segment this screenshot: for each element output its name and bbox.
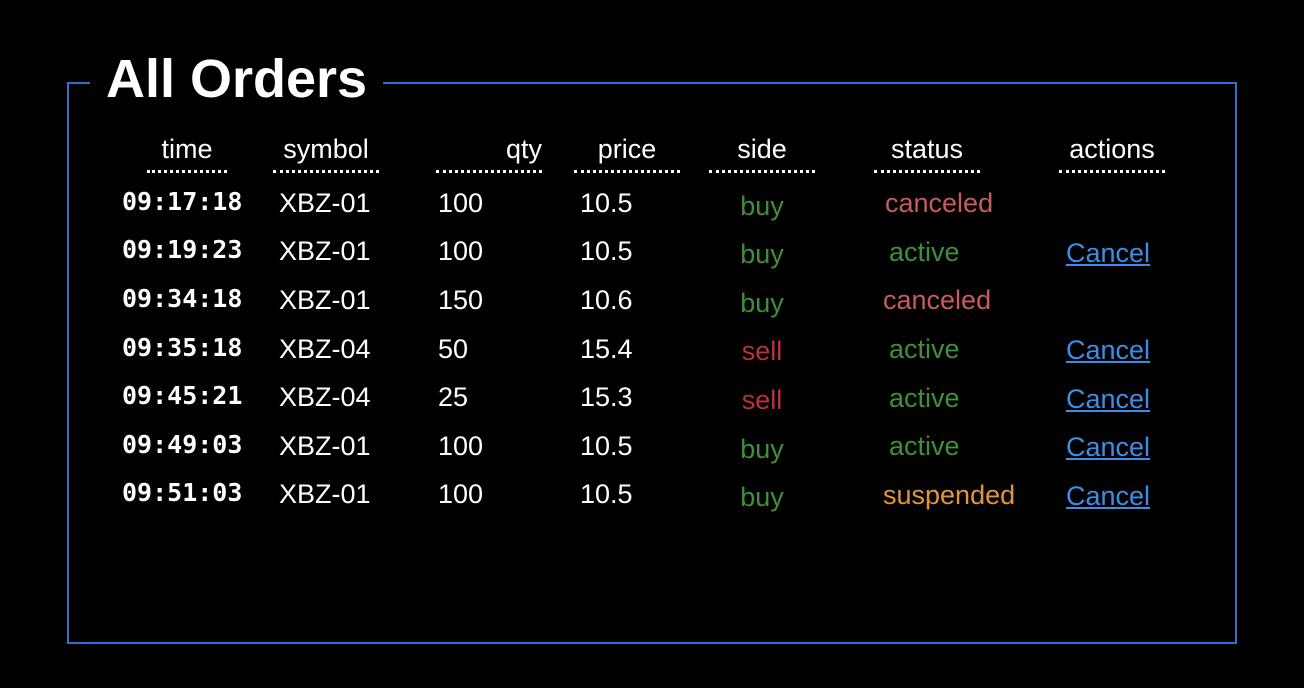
cell-price: 10.5 — [580, 431, 633, 461]
cell-symbol: XBZ-01 — [279, 431, 371, 461]
column-header-qty: qty — [436, 130, 542, 173]
cell-symbol: XBZ-01 — [279, 479, 371, 509]
cancel-order-link[interactable]: Cancel — [1066, 481, 1151, 511]
column-header-symbol: symbol — [273, 130, 379, 173]
cell-status: active — [889, 237, 960, 267]
cell-symbol: XBZ-04 — [279, 382, 371, 412]
cell-time: 09:34:18 — [122, 284, 243, 313]
cell-time: 09:45:21 — [122, 381, 243, 410]
cell-time: 09:17:18 — [122, 187, 243, 216]
cell-time: 09:49:03 — [122, 430, 243, 459]
cell-status: active — [889, 334, 960, 364]
cell-status: suspended — [883, 480, 1016, 510]
cell-symbol: XBZ-01 — [279, 285, 371, 315]
cell-price: 10.5 — [580, 236, 633, 266]
cell-qty: 100 — [438, 236, 484, 266]
cell-side: buy — [740, 482, 784, 512]
cell-symbol: XBZ-01 — [279, 236, 371, 266]
column-header-status: status — [874, 130, 980, 173]
cell-price: 15.3 — [580, 382, 633, 412]
cell-qty: 100 — [438, 188, 484, 218]
cell-time: 09:51:03 — [122, 478, 243, 507]
cell-status: canceled — [883, 285, 992, 315]
column-header-side: side — [709, 130, 815, 173]
column-header-time: time — [147, 130, 227, 173]
cell-status: canceled — [885, 188, 994, 218]
cancel-order-link[interactable]: Cancel — [1066, 432, 1151, 462]
cell-qty: 25 — [438, 382, 469, 412]
column-header-actions: actions — [1059, 130, 1165, 173]
cell-time: 09:19:23 — [122, 235, 243, 264]
cell-price: 10.5 — [580, 479, 633, 509]
panel-title: All Orders — [90, 44, 384, 114]
cell-symbol: XBZ-01 — [279, 188, 371, 218]
cell-side: buy — [740, 434, 784, 464]
cell-side: buy — [740, 288, 784, 318]
orders-panel — [67, 82, 1237, 644]
column-header-price: price — [574, 130, 680, 173]
cell-qty: 150 — [438, 285, 484, 315]
cell-status: active — [889, 383, 960, 413]
cancel-order-link[interactable]: Cancel — [1066, 335, 1151, 365]
cell-side: buy — [740, 239, 784, 269]
cell-qty: 100 — [438, 479, 484, 509]
cell-side: buy — [740, 191, 784, 221]
cell-side: sell — [741, 385, 783, 415]
cancel-order-link[interactable]: Cancel — [1066, 384, 1151, 414]
cell-time: 09:35:18 — [122, 333, 243, 362]
cell-status: active — [889, 431, 960, 461]
cell-qty: 100 — [438, 431, 484, 461]
cancel-order-link[interactable]: Cancel — [1066, 238, 1151, 268]
cell-price: 10.6 — [580, 285, 633, 315]
cell-symbol: XBZ-04 — [279, 334, 371, 364]
cell-price: 15.4 — [580, 334, 633, 364]
cell-side: sell — [741, 336, 783, 366]
cell-price: 10.5 — [580, 188, 633, 218]
cell-qty: 50 — [438, 334, 469, 364]
